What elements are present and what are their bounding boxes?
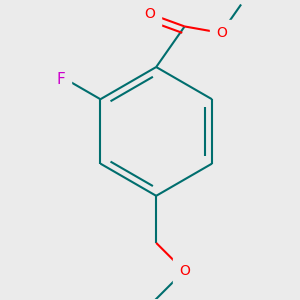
Text: O: O — [179, 264, 190, 278]
Text: O: O — [144, 7, 155, 21]
Text: F: F — [57, 72, 65, 87]
Text: O: O — [216, 26, 226, 40]
